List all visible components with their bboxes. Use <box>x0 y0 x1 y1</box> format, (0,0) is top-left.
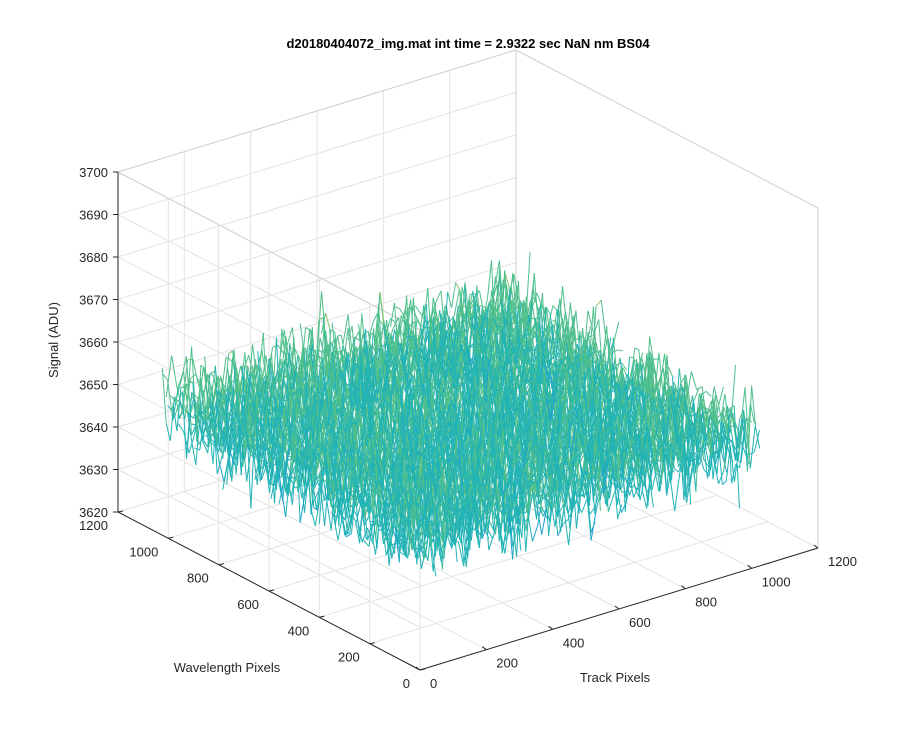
surface-segment <box>482 456 489 462</box>
surface-segment <box>375 477 382 539</box>
surface-segment <box>337 335 344 367</box>
surface-segment <box>351 505 358 517</box>
surface-segment <box>314 423 321 478</box>
surface-segment <box>286 473 293 505</box>
surface-segment <box>415 305 422 315</box>
surface-segment <box>270 470 277 499</box>
surface-segment <box>177 423 185 433</box>
surface-segment <box>453 289 460 316</box>
surface-segment <box>363 539 370 547</box>
surface-segment <box>532 524 539 542</box>
surface-segment <box>601 358 608 383</box>
surface-segment <box>622 367 629 379</box>
surface-segment <box>172 386 179 421</box>
surface-segment <box>332 510 339 541</box>
surface-segment <box>183 431 190 454</box>
surface-segment <box>165 355 173 397</box>
surface-segment <box>290 464 297 499</box>
surface-segment <box>728 405 735 410</box>
surface-segment <box>345 533 352 538</box>
surface-segment <box>258 410 265 417</box>
surface-segment <box>537 491 544 526</box>
surface-segment <box>657 367 664 385</box>
surface-segment <box>375 414 382 447</box>
surface-segment <box>263 442 270 485</box>
surface-segment <box>360 502 367 540</box>
surface-segment <box>355 502 362 526</box>
surface-segment <box>717 386 724 408</box>
surface-segment <box>362 437 369 448</box>
surface-segment <box>342 327 349 367</box>
surface-segment <box>192 358 199 385</box>
surface-segment <box>708 412 715 467</box>
surface-segment <box>342 314 349 347</box>
surface-segment <box>175 381 182 402</box>
surface-segment <box>617 349 623 352</box>
box-edge-right-top <box>515 49 819 209</box>
surface-segment <box>173 402 181 418</box>
surface-segment <box>703 459 710 468</box>
surface-segment <box>693 387 700 401</box>
surface-segment <box>562 496 569 514</box>
surface-segment <box>180 356 187 382</box>
grid-line-y-floor <box>319 494 718 618</box>
surface-segment <box>595 299 602 307</box>
surface-segment <box>190 423 196 426</box>
surface-segment <box>701 431 708 479</box>
surface-segment <box>614 357 621 382</box>
surface-segment <box>409 321 416 327</box>
surface-segment <box>317 432 324 469</box>
surface-segment <box>598 390 605 433</box>
surface-segment <box>479 305 486 308</box>
surface-segment <box>729 364 736 433</box>
surface-segment <box>556 286 563 350</box>
surface-segment <box>612 321 620 345</box>
surface-segment <box>286 327 293 346</box>
surface-segment <box>432 397 439 416</box>
surface-segment <box>658 353 665 396</box>
surface-mesh <box>161 252 761 577</box>
box-edge-back-top <box>117 49 517 173</box>
surface-segment <box>690 371 698 390</box>
surface-segment <box>509 299 517 310</box>
box-edge-left-top <box>117 171 421 331</box>
surface-segment <box>432 297 440 325</box>
surface-segment <box>705 391 712 397</box>
surface-segment <box>348 503 355 508</box>
surface-segment <box>457 395 464 413</box>
surface-segment <box>707 414 714 447</box>
surface-segment <box>587 310 594 332</box>
surface-segment <box>167 380 174 421</box>
surface-segment <box>569 372 576 406</box>
surface-segment <box>215 430 222 453</box>
surface-segment <box>206 385 213 421</box>
surface-segment <box>592 319 600 336</box>
surface-segment <box>510 508 518 557</box>
surface-segment <box>541 506 548 535</box>
surface-segment <box>287 459 295 496</box>
surface-segment <box>201 440 209 454</box>
surface-segment <box>673 381 680 398</box>
grid-line-y-floor <box>369 521 768 645</box>
surface-segment <box>254 367 262 408</box>
surface-segment <box>459 282 466 348</box>
surface-segment <box>620 362 628 371</box>
surface-segment <box>368 440 375 475</box>
surface-segment <box>488 533 495 550</box>
surface-segment <box>371 505 378 549</box>
surface-segment <box>696 386 703 391</box>
surface-segment <box>310 472 318 511</box>
surface-segment <box>435 290 442 303</box>
surface-segment <box>235 408 242 445</box>
surface-segment <box>230 445 237 455</box>
surface-segment <box>314 470 322 482</box>
surface-segment <box>171 355 178 388</box>
surface-segment <box>478 290 486 318</box>
surface-segment <box>526 300 533 384</box>
